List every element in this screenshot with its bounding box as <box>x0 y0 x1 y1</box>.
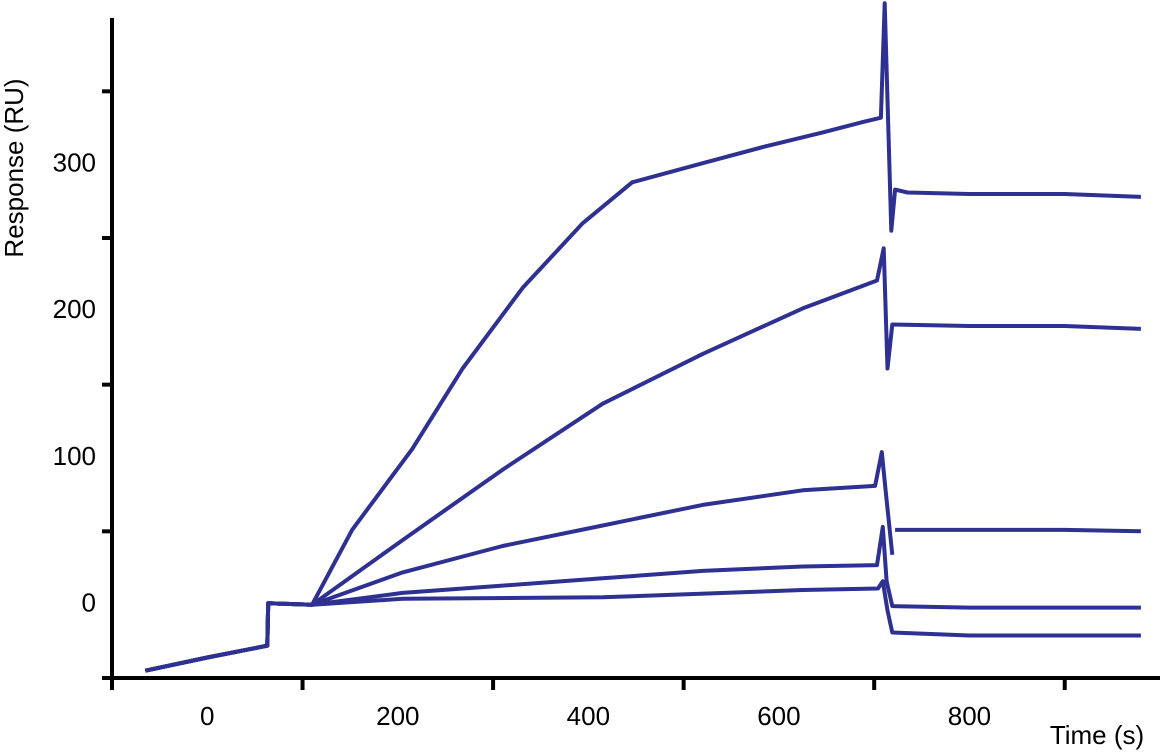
x-tick-label: 400 <box>567 701 610 731</box>
x-tick-label: 600 <box>757 701 800 731</box>
x-tick-label: 200 <box>376 701 419 731</box>
y-tick-label: 300 <box>53 148 96 178</box>
y-tick-label: 100 <box>53 441 96 471</box>
y-tick-label: 0 <box>82 588 96 618</box>
x-tick-label: 0 <box>200 701 214 731</box>
data-line <box>144 1 1141 673</box>
data-line <box>144 579 1141 673</box>
data-line <box>144 450 1141 673</box>
y-tick-label: 200 <box>53 294 96 324</box>
x-tick-label: 800 <box>948 701 991 731</box>
y-axis-title: Response (RU) <box>0 78 29 257</box>
data-line <box>144 524 1141 673</box>
x-axis-title: Time (s) <box>1050 720 1144 750</box>
